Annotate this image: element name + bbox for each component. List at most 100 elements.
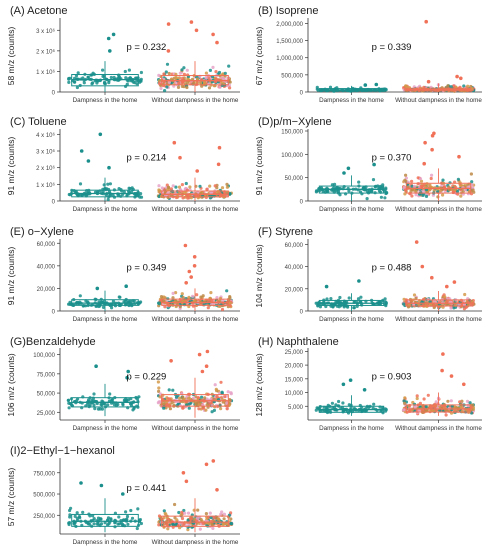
panel-title: (D)p/m−Xylene (258, 116, 332, 128)
data-point (96, 190, 100, 194)
data-point (106, 182, 110, 186)
data-point (167, 71, 171, 76)
y-tick-label: 100,000 (33, 353, 55, 359)
data-point (100, 407, 104, 411)
outlier-point (107, 165, 111, 170)
data-point (433, 405, 437, 409)
data-point (158, 392, 162, 396)
data-point (99, 522, 104, 526)
data-point (329, 297, 333, 301)
y-tick-label: 75,000 (37, 372, 56, 378)
data-point (220, 83, 224, 87)
data-point (113, 521, 117, 525)
data-point (460, 409, 464, 414)
data-point (402, 185, 406, 189)
data-point (419, 179, 424, 183)
y-tick-label: 0 (52, 200, 56, 206)
data-point (88, 514, 92, 518)
y-tick-label: 1,500,000 (276, 39, 303, 45)
data-point (78, 182, 83, 186)
outlier-point (108, 49, 112, 53)
data-point (219, 380, 223, 384)
data-point (98, 517, 103, 521)
data-point (197, 407, 201, 411)
data-point (159, 295, 164, 299)
outlier-point (205, 349, 210, 354)
data-point (365, 189, 369, 193)
p-value-label: p = 0.903 (372, 371, 412, 382)
data-point (186, 528, 190, 532)
data-point (449, 85, 453, 89)
y-tick-label: 150,000 (281, 130, 303, 136)
data-point (206, 306, 210, 310)
data-point (177, 510, 181, 515)
data-point (357, 180, 361, 184)
data-point (157, 73, 161, 77)
outlier-point (423, 140, 427, 145)
chart-panel-8: (H) Naphthalene 128 m/z (counts) 5,000 10,0… (254, 336, 482, 432)
outlier-point (126, 369, 130, 374)
data-point (124, 76, 128, 80)
data-point (414, 193, 418, 197)
x-tick-label: Dampness in the home (319, 206, 384, 213)
data-point (426, 393, 430, 397)
data-point (180, 292, 184, 296)
data-point (216, 517, 221, 521)
outlier-point (106, 36, 111, 41)
outlier-point (178, 155, 182, 160)
chart-panel-3: (C) Toluene 91 m/z (counts) 0 1 x 10⁶ 2 x 10… (6, 116, 240, 213)
data-point (74, 399, 79, 403)
data-point (413, 405, 417, 409)
data-point (157, 184, 161, 188)
data-point (314, 301, 318, 305)
x-tick-label: Dampness in the home (73, 539, 138, 546)
outlier-point (430, 147, 434, 152)
x-tick-label: Dampness in the home (73, 206, 138, 213)
data-point (209, 291, 213, 295)
data-point (122, 190, 126, 194)
data-point (422, 190, 426, 194)
data-point (218, 391, 222, 395)
data-point (130, 516, 135, 520)
data-point (166, 527, 170, 531)
y-tick-label: 50,000 (285, 176, 304, 182)
data-point (226, 390, 230, 394)
data-point (446, 399, 450, 403)
chart-panel-2: (B) Isoprene 67 m/z (counts) 0 500,000 1,000… (254, 5, 482, 104)
box (71, 513, 139, 527)
data-point (177, 396, 181, 400)
data-point (314, 408, 318, 412)
data-point (449, 399, 453, 403)
data-point (210, 522, 214, 526)
data-point (164, 70, 168, 74)
data-point (330, 183, 334, 187)
data-point (158, 395, 162, 399)
outlier-point (169, 359, 173, 363)
outlier-point (98, 132, 103, 137)
data-point (191, 294, 195, 298)
data-point (180, 510, 184, 514)
outlier-point (348, 378, 353, 383)
series-dampness (314, 279, 388, 311)
data-point (200, 395, 204, 399)
data-point (225, 182, 229, 186)
data-point (171, 522, 175, 527)
outlier-point (445, 284, 449, 289)
data-point (186, 81, 190, 85)
data-point (182, 522, 186, 526)
data-point (204, 511, 208, 516)
outlier-point (459, 76, 463, 81)
data-point (330, 401, 334, 405)
y-tick-label: 0 (300, 91, 304, 97)
data-point (430, 173, 434, 177)
y-tick-label: 15,000 (285, 377, 304, 383)
data-point (188, 516, 193, 521)
series-dampness (67, 32, 143, 92)
x-tick-label: Without dampness in the home (395, 206, 482, 213)
data-point (178, 71, 182, 75)
data-point (449, 306, 453, 310)
y-tick-label: 2,000,000 (276, 22, 303, 28)
y-tick-label: 50,000 (37, 392, 56, 398)
data-point (156, 401, 160, 405)
data-point (470, 180, 474, 184)
